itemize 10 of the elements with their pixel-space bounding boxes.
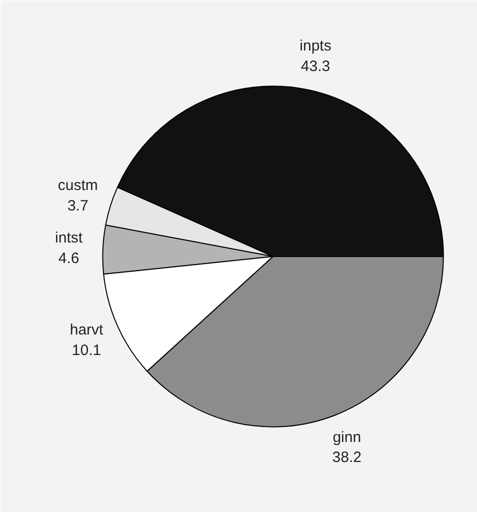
slice-label: intst [55,229,84,246]
slice-label: ginn [332,428,362,446]
data-label: 43.3 [300,58,330,75]
slice-label: harvt [70,322,104,339]
slice-label: custm [58,176,98,194]
data-label: 4.6 [58,250,80,267]
data-label: 38.2 [332,449,362,466]
data-label: 3.7 [67,197,88,214]
data-label: 10.1 [72,342,102,359]
slice-label: inpts [300,37,332,54]
